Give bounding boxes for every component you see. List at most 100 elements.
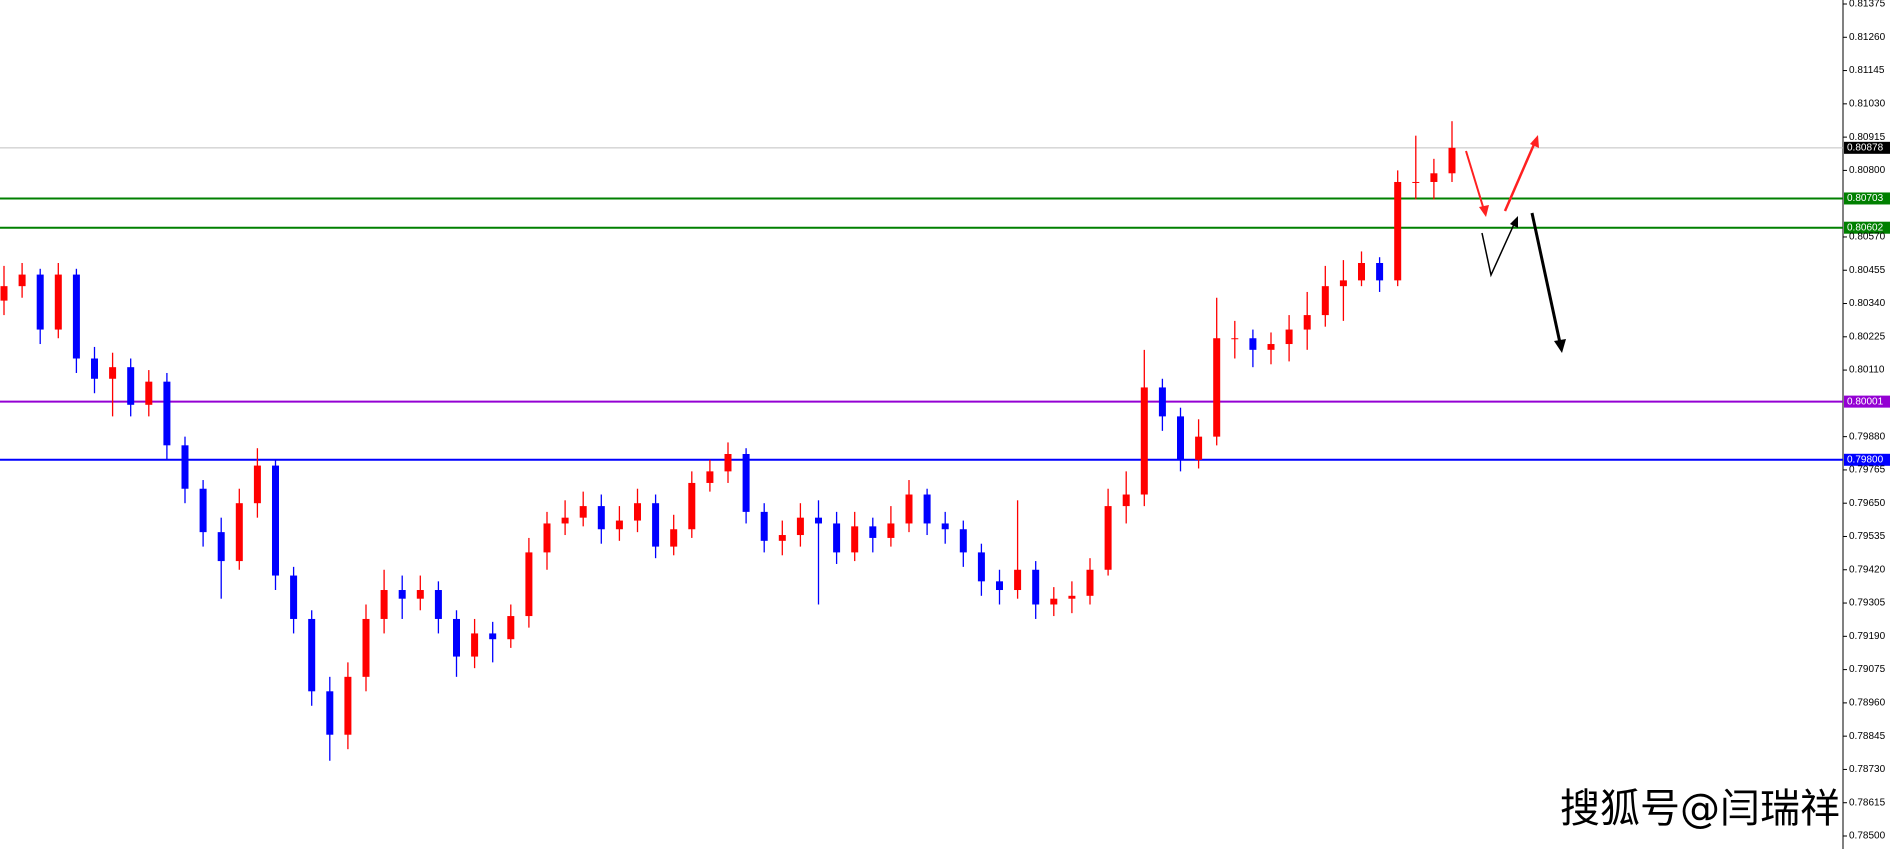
level-label-bg xyxy=(1844,395,1890,408)
candle-body xyxy=(344,676,352,735)
candle-body xyxy=(18,274,26,287)
candle-body xyxy=(471,633,479,657)
candle-body xyxy=(1358,263,1365,281)
y-tick-label: 0.79535 xyxy=(1849,531,1886,542)
candle-body xyxy=(72,274,80,359)
candle-body xyxy=(1213,338,1221,437)
candle-body xyxy=(688,482,696,530)
level-label-bg xyxy=(1844,192,1890,205)
candle-body xyxy=(670,529,678,547)
candle-body xyxy=(597,506,605,530)
candle-body xyxy=(905,494,913,524)
candle-body xyxy=(1195,436,1203,460)
candle-body xyxy=(217,532,225,562)
candle-body xyxy=(434,590,442,619)
candle-body xyxy=(1339,280,1347,287)
candle-body xyxy=(127,367,135,405)
candle-body xyxy=(398,590,406,599)
y-tick-label: 0.78730 xyxy=(1849,764,1886,775)
candle-body xyxy=(1158,387,1166,417)
level-label: 0.80878 xyxy=(1847,142,1884,153)
candle-body xyxy=(1448,147,1456,174)
candle-body xyxy=(1394,181,1402,281)
y-tick-label: 0.80570 xyxy=(1849,232,1886,243)
candle-body xyxy=(54,274,62,330)
arrowhead xyxy=(1530,135,1539,148)
y-axis: 0.813750.812600.811450.810300.809150.808… xyxy=(1843,0,1886,842)
y-tick-label: 0.78615 xyxy=(1849,797,1886,808)
candle-body xyxy=(561,517,569,524)
y-tick-label: 0.78500 xyxy=(1849,831,1886,842)
y-tick-label: 0.80225 xyxy=(1849,331,1886,342)
y-tick-label: 0.78960 xyxy=(1849,698,1886,709)
candle-body xyxy=(272,465,279,576)
candle-body xyxy=(1104,506,1112,570)
arrowhead xyxy=(1554,339,1566,353)
y-tick-label: 0.79305 xyxy=(1849,598,1886,609)
level-label: 0.80001 xyxy=(1847,396,1884,407)
candle-body xyxy=(0,286,8,301)
candle-body xyxy=(1122,494,1130,507)
candle-body xyxy=(760,511,768,541)
y-tick-label: 0.81030 xyxy=(1849,98,1886,109)
candle-body xyxy=(326,691,334,735)
candle-body xyxy=(380,590,388,619)
y-tick-label: 0.79880 xyxy=(1849,431,1886,442)
candle-body xyxy=(851,526,859,553)
candle-body xyxy=(923,494,931,524)
y-tick-label: 0.79075 xyxy=(1849,664,1886,675)
y-tick-label: 0.80340 xyxy=(1849,298,1886,309)
candle-body xyxy=(181,445,189,489)
y-tick-label: 0.78845 xyxy=(1849,731,1886,742)
candle-body xyxy=(145,381,153,405)
level-label-bg xyxy=(1844,141,1890,154)
candle-body xyxy=(109,367,117,379)
candle-body xyxy=(416,590,424,599)
candle-body xyxy=(36,274,44,330)
candle-body xyxy=(1014,569,1022,591)
candle-body xyxy=(869,526,877,538)
candle-body xyxy=(163,381,171,446)
candle-body xyxy=(1285,329,1293,345)
candle-body xyxy=(1231,338,1239,340)
candle-body xyxy=(1376,263,1384,281)
candle-body xyxy=(489,633,497,640)
y-tick-label: 0.81260 xyxy=(1849,32,1886,43)
candles xyxy=(0,121,1456,761)
y-tick-label: 0.79190 xyxy=(1849,631,1886,642)
candle-body xyxy=(1068,595,1076,599)
candle-body xyxy=(543,523,551,553)
candle-body xyxy=(778,535,786,541)
y-tick-label: 0.80915 xyxy=(1849,132,1886,143)
candle-body xyxy=(996,581,1003,591)
candle-body xyxy=(453,618,460,657)
candle-body xyxy=(235,503,243,562)
candle-body xyxy=(815,517,822,524)
arrow-black-down xyxy=(1530,212,1562,344)
candle-body xyxy=(1303,315,1311,330)
candle-body xyxy=(507,616,515,640)
arrow-red-up xyxy=(1503,141,1537,212)
candle-body xyxy=(833,523,841,553)
level-label-bg xyxy=(1844,221,1890,234)
y-tick-label: 0.79420 xyxy=(1849,564,1886,575)
level-label: 0.79800 xyxy=(1847,454,1884,465)
y-tick-label: 0.80110 xyxy=(1849,365,1885,376)
candle-body xyxy=(199,488,207,533)
level-label: 0.80703 xyxy=(1847,193,1884,204)
candle-body xyxy=(941,523,949,530)
level-label: 0.80602 xyxy=(1847,222,1884,233)
y-tick-label: 0.81375 xyxy=(1849,0,1886,10)
y-tick-label: 0.80455 xyxy=(1849,265,1886,276)
candle-body xyxy=(308,618,316,692)
watermark: 搜狐号@闫瑞祥 xyxy=(1560,786,1840,832)
y-tick-label: 0.79765 xyxy=(1849,465,1886,476)
candle-body xyxy=(91,358,98,379)
arrowhead xyxy=(1479,205,1489,217)
candle-body xyxy=(742,454,750,512)
candle-body xyxy=(362,618,370,677)
arrow-black-small xyxy=(1481,221,1516,278)
y-tick-label: 0.79650 xyxy=(1849,498,1886,509)
candle-body xyxy=(253,465,261,504)
